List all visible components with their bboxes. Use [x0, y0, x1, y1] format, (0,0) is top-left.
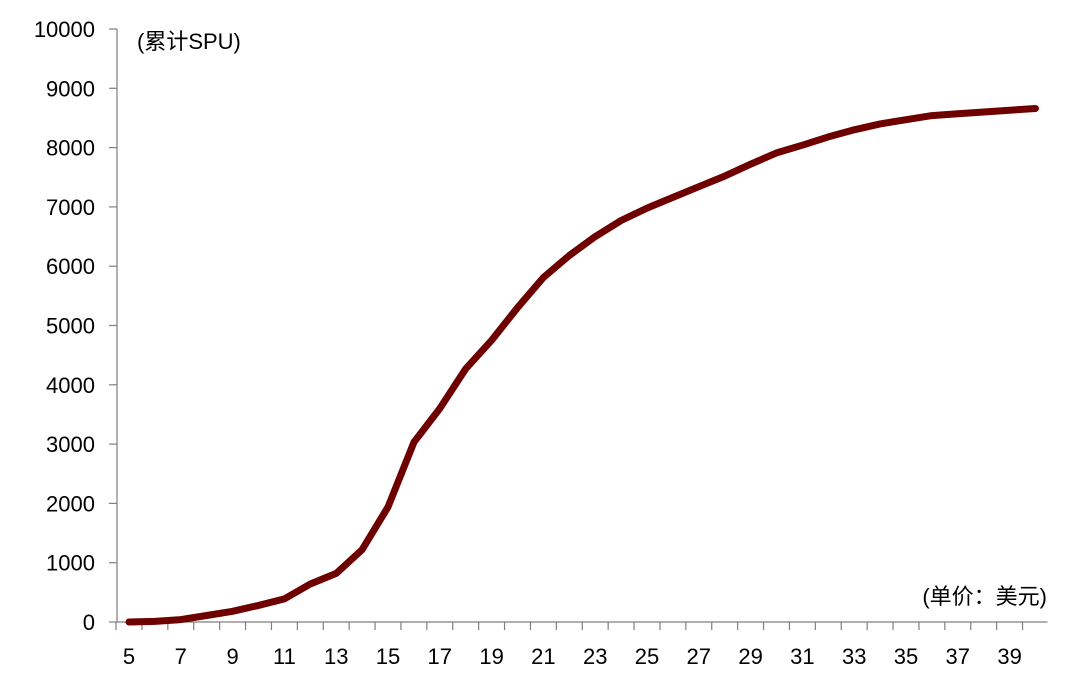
data-point [799, 142, 806, 149]
data-point [980, 109, 987, 116]
x-tick-label: 35 [894, 644, 918, 669]
x-tick-label: 13 [324, 644, 348, 669]
data-point [514, 304, 521, 311]
y-tick-label: 2000 [46, 491, 95, 516]
data-point [851, 126, 858, 133]
y-tick-label: 9000 [46, 76, 95, 101]
x-tick-label: 9 [226, 644, 238, 669]
series-group [125, 105, 1039, 626]
data-point [203, 612, 210, 619]
y-tick-label: 8000 [46, 136, 95, 161]
data-point [151, 618, 158, 625]
data-point [695, 183, 702, 190]
x-tick-label: 29 [738, 644, 762, 669]
x-axis-tick-labels: 5 7 9 11 13 15 17 19 21 23 25 27 29 31 33 35 37 39 [123, 644, 1022, 669]
data-point [928, 112, 935, 119]
data-point [436, 405, 443, 412]
data-point [410, 439, 417, 446]
data-point [255, 602, 262, 609]
y-tick-label: 5000 [46, 314, 95, 339]
data-point [1006, 107, 1013, 114]
y-tick-label: 0 [83, 610, 95, 635]
y-tick-label: 7000 [46, 195, 95, 220]
x-tick-label: 39 [997, 644, 1021, 669]
x-axis: 5 7 9 11 13 15 17 19 21 23 25 27 29 31 33 35 37 39 [115, 621, 1048, 669]
x-axis-ticks [115, 622, 1024, 630]
data-point [954, 110, 961, 117]
data-point [307, 581, 314, 588]
y-tick-label: 10000 [34, 17, 95, 42]
data-point [669, 194, 676, 201]
y-tick-label: 6000 [46, 254, 95, 279]
y-tick-label: 1000 [46, 551, 95, 576]
y-axis-ticks [109, 28, 117, 623]
y-tick-label: 3000 [46, 432, 95, 457]
data-point [747, 161, 754, 168]
data-point [825, 133, 832, 140]
data-point [877, 120, 884, 127]
x-tick-label: 25 [635, 644, 659, 669]
data-point [618, 217, 625, 224]
y-axis: 0 1000 2000 3000 4000 5000 6000 7000 8000 9000 100… [34, 17, 118, 635]
x-tick-label: 23 [583, 644, 607, 669]
data-point [644, 205, 651, 212]
data-point [488, 337, 495, 344]
x-tick-label: 5 [123, 644, 135, 669]
data-point [903, 116, 910, 123]
y-tick-label: 4000 [46, 373, 95, 398]
data-point [177, 616, 184, 623]
x-tick-label: 19 [479, 644, 503, 669]
x-tick-label: 33 [842, 644, 866, 669]
x-tick-label: 31 [790, 644, 814, 669]
x-tick-label: 15 [376, 644, 400, 669]
data-point [540, 274, 547, 281]
data-point [333, 570, 340, 577]
x-tick-label: 11 [273, 644, 296, 669]
data-point [359, 546, 366, 553]
x-tick-label: 17 [428, 644, 452, 669]
data-point [462, 365, 469, 372]
data-point [566, 252, 573, 259]
y-axis-title: (累计SPU) [137, 29, 241, 54]
x-tick-label: 7 [175, 644, 187, 669]
data-point [126, 619, 133, 626]
data-point [229, 608, 236, 615]
data-point [1032, 105, 1039, 112]
y-axis-tick-labels: 0 1000 2000 3000 4000 5000 6000 7000 8000 9000 100… [34, 17, 95, 635]
data-point [592, 233, 599, 240]
data-point [721, 173, 728, 180]
x-axis-title: (单价：美元) [922, 584, 1047, 609]
data-point [385, 503, 392, 510]
x-tick-label: 21 [531, 644, 555, 669]
x-tick-label: 27 [687, 644, 711, 669]
series-line [125, 105, 1039, 626]
data-point [281, 595, 288, 602]
data-point [773, 149, 780, 156]
x-tick-label: 37 [946, 644, 970, 669]
